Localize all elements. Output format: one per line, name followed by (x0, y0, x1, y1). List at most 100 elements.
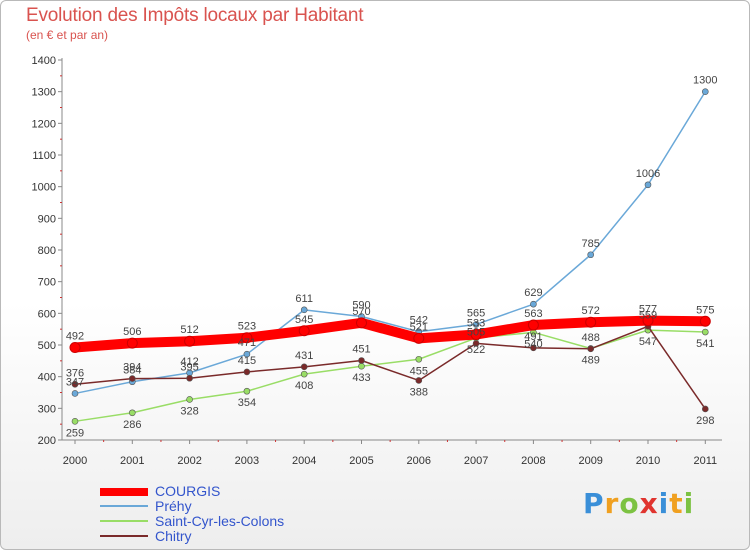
series-line-0 (70, 315, 711, 353)
data-point (184, 335, 196, 347)
data-point (298, 325, 310, 337)
data-label: 394 (123, 362, 141, 374)
logo-letter: t (669, 487, 684, 520)
data-label: 570 (352, 306, 370, 318)
data-label: 541 (696, 338, 714, 350)
data-label: 1006 (636, 168, 660, 180)
x-tick-label: 2002 (177, 455, 201, 467)
x-tick-label: 2008 (521, 455, 545, 467)
data-point (358, 362, 365, 370)
data-point (472, 340, 480, 347)
data-label: 259 (66, 427, 84, 439)
logo-letter: o (619, 487, 640, 520)
legend-swatch-prehy (100, 505, 148, 507)
x-tick-label: 2005 (349, 455, 373, 467)
y-tick-label: 900 (38, 213, 56, 225)
proxiti-logo: Proxiti (583, 487, 694, 520)
data-label: 408 (295, 380, 313, 392)
x-tick-label: 2009 (578, 455, 602, 467)
data-point (701, 328, 709, 336)
data-point (356, 317, 367, 329)
x-tick-label: 2006 (407, 455, 431, 467)
data-label: 547 (639, 336, 657, 348)
data-label: 347 (66, 376, 84, 388)
y-tick-label: 1000 (32, 182, 56, 194)
x-tick-label: 2010 (636, 455, 660, 467)
data-label: 376 (66, 367, 84, 379)
data-point (358, 357, 365, 364)
data-label: 521 (410, 321, 428, 333)
data-point (243, 350, 251, 358)
data-label: 384 (123, 365, 141, 377)
data-label: 471 (238, 337, 256, 349)
chart-title: Evolution des Impôts locaux par Habitant (26, 5, 364, 26)
data-label: 431 (295, 350, 313, 362)
legend-label-prehy: Préhy (155, 498, 192, 514)
x-tick-label: 2004 (292, 455, 316, 467)
legend-label-chitry: Chitry (155, 528, 192, 544)
data-point (300, 306, 308, 314)
data-label: 540 (524, 338, 542, 350)
y-tick-label: 1200 (32, 118, 56, 130)
y-tick-label: 600 (38, 308, 56, 320)
data-point (527, 319, 539, 331)
data-label: 542 (410, 315, 428, 327)
legend-swatch-courgis (100, 488, 148, 496)
logo-letter: x (639, 487, 659, 520)
data-point (415, 355, 423, 363)
data-label: 415 (238, 355, 256, 367)
y-tick-label: 400 (38, 372, 56, 384)
data-label: 522 (467, 344, 485, 356)
y-tick-label: 300 (38, 403, 56, 415)
data-point (71, 418, 79, 425)
data-label: 785 (582, 238, 600, 250)
data-point (71, 380, 79, 388)
data-point (530, 344, 537, 352)
data-label: 533 (467, 318, 485, 330)
data-label: 629 (524, 287, 542, 299)
data-point (300, 370, 308, 378)
data-point (585, 316, 597, 328)
legend-label-saint-cyr: Saint-Cyr-les-Colons (155, 513, 285, 529)
data-label: 433 (352, 372, 370, 384)
data-label: 611 (295, 293, 313, 305)
data-label: 455 (410, 365, 428, 377)
data-point (701, 405, 709, 413)
y-tick-label: 500 (38, 340, 56, 352)
y-tick-label: 1400 (32, 55, 56, 67)
chart-subtitle: (en € et par an) (26, 28, 109, 42)
data-label: 572 (582, 305, 600, 317)
legend-swatch-saint-cyr (100, 520, 148, 522)
data-label: 492 (66, 331, 84, 343)
data-point (587, 251, 595, 259)
data-point (413, 332, 425, 344)
data-point (530, 300, 537, 308)
data-point (415, 377, 423, 384)
data-label: 565 (467, 307, 485, 319)
legend-label-courgis: COURGIS (155, 483, 221, 499)
data-label: 1300 (693, 75, 717, 87)
data-point (644, 181, 652, 189)
data-label: 523 (238, 321, 256, 333)
y-tick-label: 800 (38, 245, 56, 257)
data-point (300, 363, 308, 371)
y-tick-label: 1100 (32, 150, 56, 162)
data-point (241, 332, 253, 344)
data-point (243, 387, 251, 395)
data-point (587, 345, 595, 353)
data-label: 590 (352, 300, 370, 312)
data-point (126, 337, 138, 349)
data-label: 354 (238, 397, 256, 409)
legend-swatch-chitry (100, 535, 148, 537)
x-tick-label: 2001 (120, 455, 144, 467)
series-line-1 (74, 90, 707, 395)
data-label: 575 (696, 304, 714, 316)
data-label: 577 (639, 304, 657, 316)
data-label: 388 (410, 386, 428, 398)
data-label: 489 (582, 354, 600, 366)
data-label: 506 (123, 326, 141, 338)
data-label: 505 (467, 326, 485, 338)
data-label: 328 (180, 405, 198, 417)
